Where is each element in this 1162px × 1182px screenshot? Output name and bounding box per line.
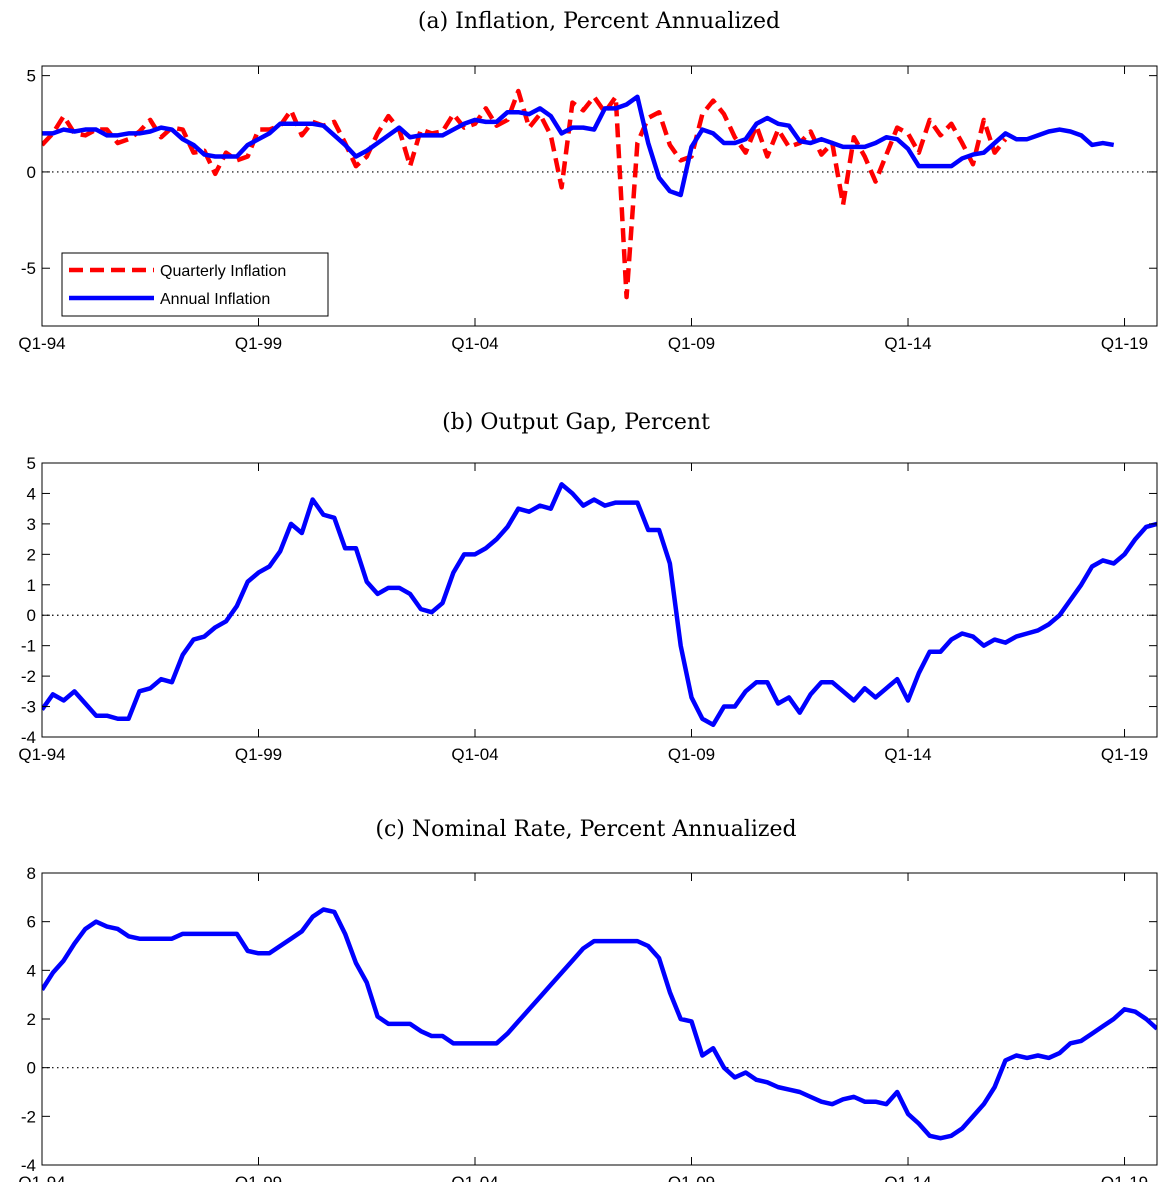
- x-tick-label: Q1-04: [451, 745, 498, 764]
- x-tick-label: Q1-09: [668, 1173, 715, 1182]
- y-tick-label: 0: [27, 163, 36, 182]
- panel-b-plot-frame: [41, 462, 1158, 738]
- y-tick-label: -2: [21, 667, 36, 686]
- x-tick-label: Q1-14: [884, 334, 931, 353]
- panel-b-series-group: [42, 482, 1157, 728]
- x-tick-label: Q1-09: [668, 334, 715, 353]
- y-tick-label: -2: [21, 1107, 36, 1126]
- panel-a-y-axis: -5 0 5: [21, 67, 1157, 278]
- panel-b-title: (b) Output Gap, Percent: [442, 410, 710, 435]
- panel-c-title: (c) Nominal Rate, Percent Annualized: [375, 817, 796, 842]
- y-tick-label: -3: [21, 698, 36, 717]
- x-tick-label: Q1-99: [235, 745, 282, 764]
- y-tick-label: 5: [27, 67, 36, 86]
- panel-a-x-axis: Q1-94 Q1-99 Q1-04 Q1-09 Q1-14 Q1-19: [18, 66, 1148, 353]
- x-tick-label: Q1-19: [1101, 1173, 1148, 1182]
- legend-label-quarterly: Quarterly Inflation: [160, 263, 286, 280]
- series-line-panel-1: [42, 482, 1157, 728]
- x-tick-label: Q1-14: [884, 1173, 931, 1182]
- y-tick-label: -4: [21, 728, 36, 747]
- y-tick-label: 1: [27, 576, 36, 595]
- panel-a-legend: Quarterly Inflation Annual Inflation: [61, 252, 329, 317]
- x-tick-label: Q1-19: [1101, 334, 1148, 353]
- x-tick-label: Q1-94: [18, 745, 65, 764]
- panel-b-y-axis: -4 -3 -2 -1 0 1 2 3 4 5: [21, 454, 1157, 747]
- legend-label-annual: Annual Inflation: [160, 291, 270, 308]
- y-tick-label: 4: [27, 961, 36, 980]
- x-tick-label: Q1-19: [1101, 745, 1148, 764]
- x-tick-label: Q1-14: [884, 745, 931, 764]
- panel-a-series-group: [42, 88, 1115, 300]
- panel-output-gap: (b) Output Gap, Percent Q1-94 Q1-99 Q1-04 Q…: [18, 410, 1158, 764]
- panel-c-y-axis: -4 -2 0 2 4 6 8: [21, 864, 1157, 1175]
- x-tick-label: Q1-04: [451, 334, 498, 353]
- legend-box: [61, 252, 329, 317]
- panel-c-x-axis: Q1-94 Q1-99 Q1-04 Q1-09 Q1-14 Q1-19: [18, 873, 1148, 1182]
- y-tick-label: 2: [27, 1010, 36, 1029]
- panel-a-plot-frame: [41, 65, 1158, 327]
- y-tick-label: 0: [27, 606, 36, 625]
- y-tick-label: -1: [21, 637, 36, 656]
- y-tick-label: 2: [27, 545, 36, 564]
- series-line-quarterly-inflation: [42, 88, 1008, 300]
- panel-a-title: (a) Inflation, Percent Annualized: [418, 9, 780, 34]
- x-tick-label: Q1-94: [18, 1173, 65, 1182]
- y-tick-label: -5: [21, 259, 36, 278]
- panel-c-plot-frame: [41, 872, 1158, 1166]
- y-tick-label: 0: [27, 1059, 36, 1078]
- y-tick-label: -4: [21, 1156, 36, 1175]
- y-tick-label: 5: [27, 454, 36, 473]
- x-tick-label: Q1-99: [235, 334, 282, 353]
- x-tick-label: Q1-94: [18, 334, 65, 353]
- x-tick-label: Q1-04: [451, 1173, 498, 1182]
- panel-inflation: (a) Inflation, Percent Annualized Q1-94 Q…: [18, 9, 1158, 353]
- x-tick-label: Q1-09: [668, 745, 715, 764]
- y-tick-label: 3: [27, 515, 36, 534]
- panel-b-x-axis: Q1-94 Q1-99 Q1-04 Q1-09 Q1-14 Q1-19: [18, 463, 1148, 764]
- y-tick-label: 4: [27, 484, 36, 503]
- y-tick-label: 6: [27, 913, 36, 932]
- series-line-annual-inflation: [42, 94, 1115, 198]
- series-line-panel-2: [42, 907, 1157, 1141]
- x-tick-label: Q1-99: [235, 1173, 282, 1182]
- y-tick-label: 8: [27, 864, 36, 883]
- panel-nominal-rate: (c) Nominal Rate, Percent Annualized Q1-…: [18, 817, 1158, 1182]
- panel-c-series-group: [42, 907, 1157, 1141]
